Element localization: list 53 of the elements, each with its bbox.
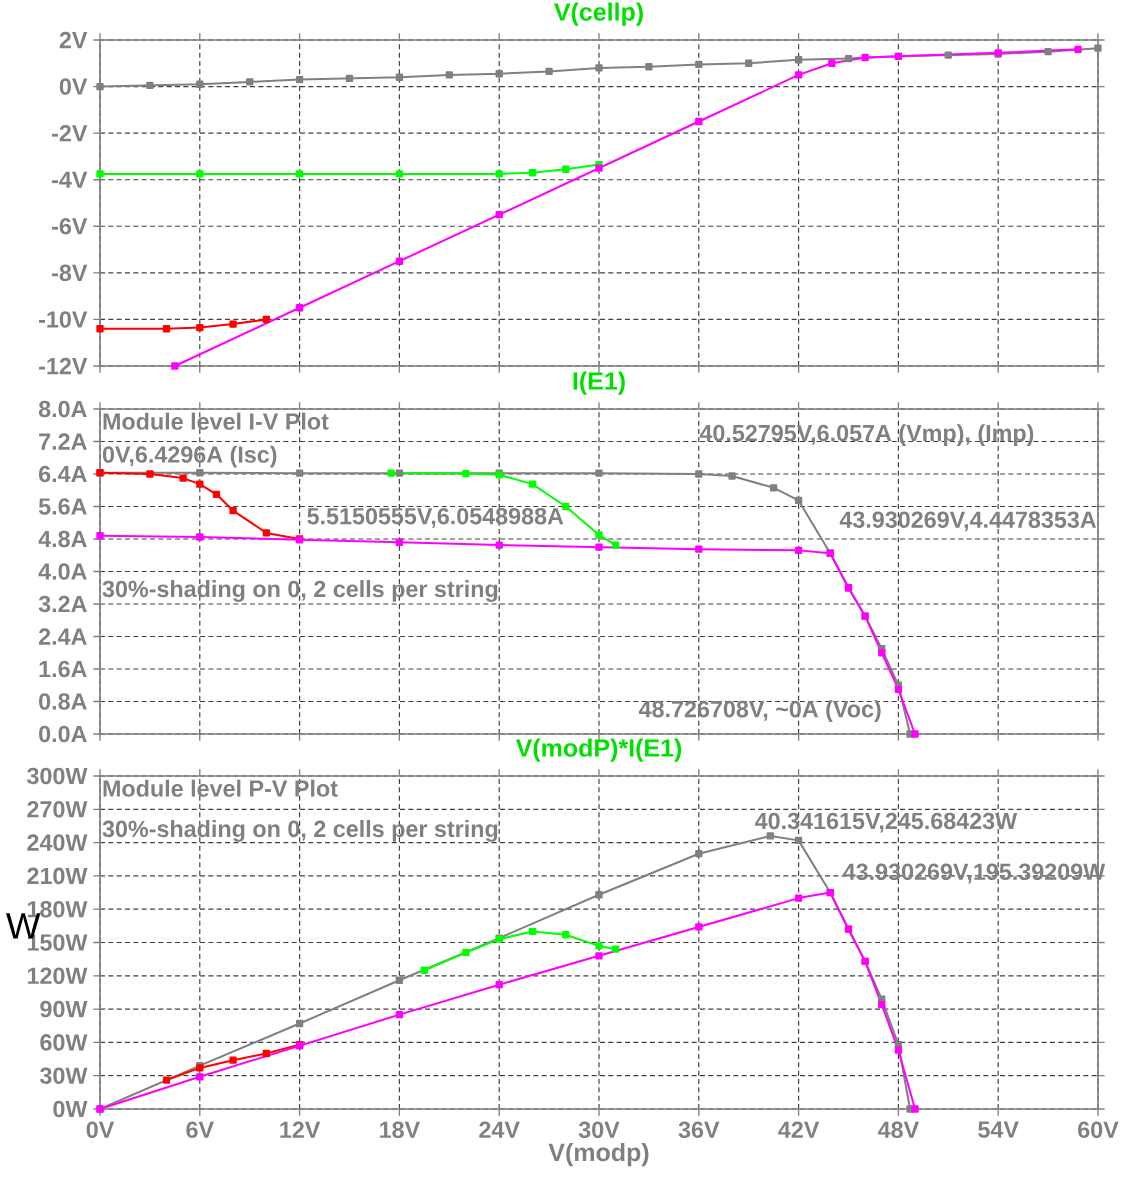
x-tick-label: 60V [1078,1121,1119,1139]
y-tick-label: 2.4A [38,628,87,645]
x-tick-label: 42V [778,1121,820,1138]
x-tick-label: 36V [678,1121,720,1139]
x-tick-label: 0V [86,1121,115,1139]
chart-title: I(E1) [573,371,625,395]
annotation: 43.930269V,4.4478353A [839,511,1097,532]
y-tick-label: 4.0A [38,563,87,580]
y-tick-label: 210W [27,867,88,885]
annotation: 5.5150555V,6.0548988A [307,507,564,528]
annotation: 40.52795V,6.057A (Vmp), (Imp) [699,424,1034,446]
x-tick-label: 24V [479,1121,520,1138]
y-tick-label: 300W [27,767,88,785]
y-tick-label: -4V [52,171,88,188]
x-tick-label: 30V [578,1121,620,1139]
annotation: Module level P-V Plot [103,779,338,797]
y-tick-label: 0.8A [39,693,87,710]
y-tick-label: -8V [52,264,88,282]
y-tick-label: 4.8A [38,530,87,548]
y-tick-label: -10V [39,311,88,328]
y-tick-label: 240W [27,834,88,851]
y-tick-label: 1.6A [39,660,87,678]
y-tick-label: 120W [27,967,88,985]
annotation: 30%-shading on 0, 2 cells per string [102,580,498,602]
chart-title: V(modP)*I(E1) [515,738,682,762]
x-tick-label: 54V [978,1121,1019,1138]
y-tick-label: -2V [52,124,88,142]
y-tick-label: 5.6A [38,498,87,515]
y-tick-label: 6.4A [39,465,87,483]
y-tick-label: 0V [59,78,88,95]
x-tick-label: 6V [186,1121,214,1139]
y-tick-label: 7.2A [39,433,87,450]
y-tick-label: 30W [39,1067,88,1084]
y-tick-label: 3.2A [38,595,87,613]
x-tick-label: 48V [877,1121,919,1139]
y-tick-label: -12V [39,357,88,375]
chart-title: V(cellp) [554,2,643,26]
y-tick-label: 8.0A [38,400,87,418]
y-tick-label: 0.0A [39,725,87,743]
x-tick-label: 18V [380,1121,420,1139]
y-tick-label: 2V [59,31,88,49]
annotation: 0V,6.4296A (Isc) [102,445,277,468]
y-tick-label: 0W [53,1100,88,1118]
y-tick-label: 90W [40,1000,88,1018]
y-tick-label: 60W [40,1034,88,1051]
annotation: Module level I-V Plot [103,412,329,430]
y-tick-label: -6V [52,218,88,235]
x-axis-title: V(modp) [548,1142,649,1167]
y-tick-label: 270W [27,801,88,818]
annotation: 48.726708V, ~0A (Voc) [638,700,881,722]
annotation: 30%-shading on 0, 2 cells per string [102,820,498,842]
annotation: 40.341615V,245.68423W [755,812,1018,833]
x-tick-label: 12V [280,1121,321,1138]
